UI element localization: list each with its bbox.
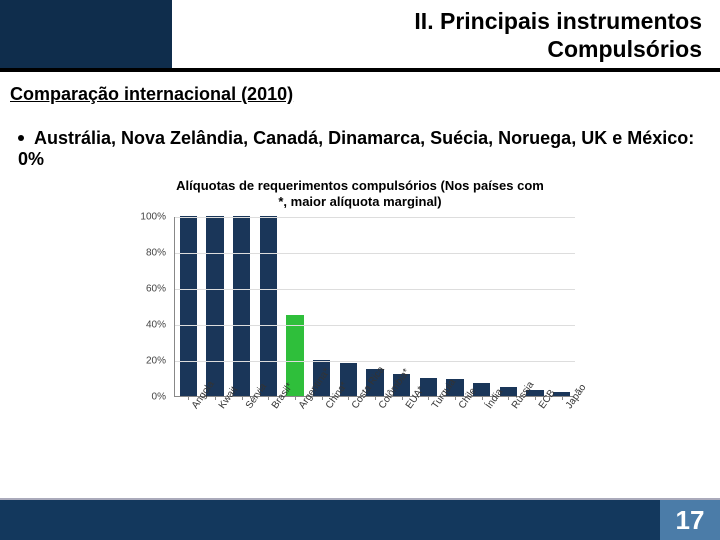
chart-bar	[260, 216, 277, 396]
chart-plot: 0%20%40%60%80%100% AngolaKwaitSérviaBras…	[130, 217, 590, 407]
chart-bar	[233, 216, 250, 396]
slide: II. Principais instrumentos Compulsórios…	[0, 0, 720, 540]
bullet-1-text: Austrália, Nova Zelândia, Canadá, Dinama…	[18, 128, 694, 169]
chart-x-tick-label: Turquia	[430, 403, 440, 411]
chart-bar	[180, 216, 197, 396]
chart-x-tick-label: Angola	[190, 403, 200, 411]
subtitle: Comparação internacional (2010)	[10, 84, 293, 105]
chart-x-tick-label: China*	[324, 403, 334, 411]
chart-title-line2: *, maior alíquota marginal)	[278, 194, 441, 209]
chart-gridline	[175, 361, 575, 362]
chart-gridline	[175, 217, 575, 218]
chart-title-line1: Alíquotas de requerimentos compulsórios …	[176, 178, 544, 193]
chart-x-labels: Angola Kwait Sérvia Brasil* Argentina* China*…	[174, 399, 574, 469]
chart-x-tick-label: Chile	[457, 403, 467, 411]
chart-gridline	[175, 253, 575, 254]
header-left-box	[0, 0, 172, 72]
bullet-1: Austrália, Nova Zelândia, Canadá, Dinama…	[18, 128, 702, 170]
chart-y-tick-label: 40%	[146, 319, 166, 330]
footer-bar	[0, 500, 720, 540]
slide-title: II. Principais instrumentos Compulsórios	[414, 8, 702, 63]
chart-x-tick-label: Sérvia	[244, 403, 254, 411]
chart-x-tick-label: Costa Rica	[350, 403, 360, 411]
chart-x-tick-label: EUA*	[404, 403, 414, 411]
chart-x-tick-label: Argentina*	[297, 403, 307, 411]
bullet-icon	[18, 135, 24, 141]
chart-y-tick-label: 60%	[146, 283, 166, 294]
chart-y-tick-label: 20%	[146, 355, 166, 366]
chart-y-tick-label: 100%	[140, 211, 166, 222]
chart-y-tick-label: 0%	[152, 391, 166, 402]
chart-x-tick-label: Índia	[484, 403, 494, 411]
chart-x-tick-label: ECB	[537, 403, 547, 411]
slide-title-line1: II. Principais instrumentos	[414, 8, 702, 36]
chart-x-tick-label: Colômbia*	[377, 403, 387, 411]
chart-gridline	[175, 289, 575, 290]
page-number: 17	[676, 505, 705, 536]
chart-x-tick-label: Rússia	[510, 403, 520, 411]
chart-x-tick-label: Brasil*	[270, 403, 280, 411]
chart-x-tick-label: Kwait	[217, 403, 227, 411]
page-number-box: 17	[660, 500, 720, 540]
chart-bar	[206, 216, 223, 396]
chart-gridline	[175, 325, 575, 326]
chart-title: Alíquotas de requerimentos compulsórios …	[130, 178, 590, 211]
chart-y-tick-label: 80%	[146, 247, 166, 258]
slide-title-line2: Compulsórios	[414, 36, 702, 64]
chart-x-tick-label: Japão	[564, 403, 574, 411]
chart: Alíquotas de requerimentos compulsórios …	[130, 178, 590, 458]
